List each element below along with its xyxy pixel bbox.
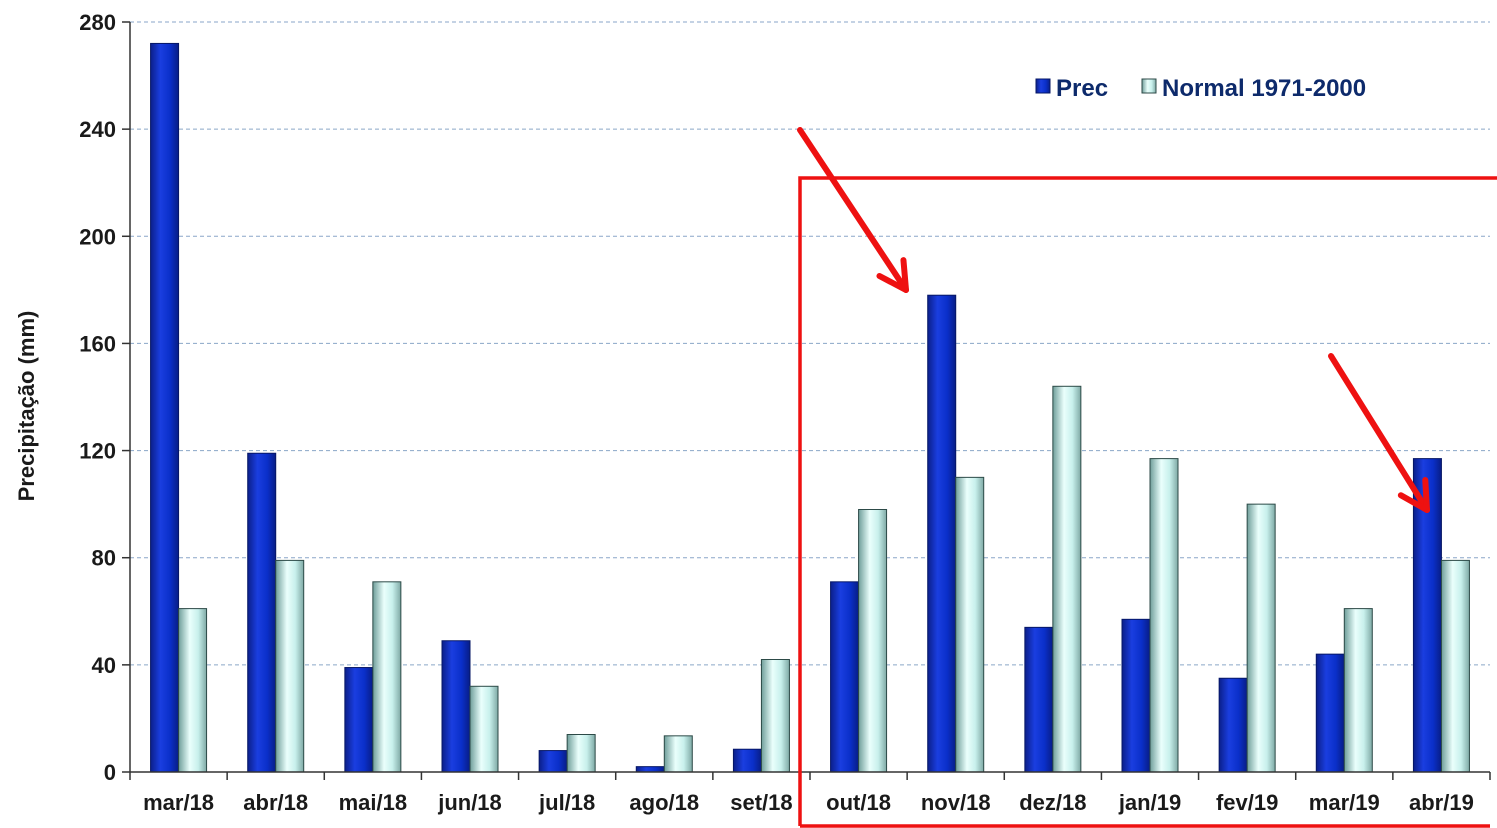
bar-normal bbox=[178, 608, 208, 773]
bar-normal bbox=[1343, 608, 1373, 773]
grid-lines bbox=[130, 21, 1490, 666]
x-tick-labels: mar/18 abr/18 mai/18 jun/18 jul/18 ago/18 set/… bbox=[143, 790, 1474, 815]
highlight-box bbox=[798, 176, 1497, 826]
bar-normal bbox=[1052, 385, 1082, 773]
bar-prec bbox=[247, 452, 277, 773]
y-tick-label: 0 bbox=[104, 760, 116, 785]
y-tick-label: 280 bbox=[79, 10, 116, 35]
legend-swatch-prec bbox=[1035, 78, 1051, 94]
bar-normal bbox=[760, 659, 790, 773]
bar-normal bbox=[372, 581, 402, 773]
bar-prec bbox=[732, 748, 762, 773]
bar-prec bbox=[1218, 677, 1248, 773]
x-tick-label: mar/18 bbox=[143, 790, 214, 815]
bar-prec bbox=[441, 640, 471, 773]
bar-normal bbox=[1246, 503, 1276, 773]
x-tick-label: dez/18 bbox=[1019, 790, 1086, 815]
x-tick-label: mai/18 bbox=[339, 790, 408, 815]
legend-label: Prec bbox=[1056, 75, 1108, 102]
y-tick-labels: 0 40 80 120 160 200 240 280 bbox=[79, 10, 116, 785]
annotations bbox=[797, 127, 1497, 828]
x-tick-label: jul/18 bbox=[538, 790, 595, 815]
bar-normal bbox=[275, 559, 305, 773]
bar-normal bbox=[663, 735, 693, 773]
bar-normal bbox=[955, 476, 985, 773]
bar-normal bbox=[1149, 458, 1179, 773]
arrow-nov18 bbox=[797, 127, 909, 293]
bar-prec bbox=[538, 750, 568, 773]
legend: Prec Normal 1971-2000 bbox=[1035, 75, 1366, 102]
y-tick-label: 80 bbox=[92, 546, 116, 571]
x-tick-label: set/18 bbox=[730, 790, 792, 815]
legend-swatch-normal bbox=[1141, 78, 1157, 94]
bar-prec bbox=[1315, 653, 1345, 773]
y-tick-label: 200 bbox=[79, 224, 116, 249]
x-tick-label: jun/18 bbox=[437, 790, 502, 815]
bar-series bbox=[150, 42, 1470, 773]
bar-normal bbox=[566, 734, 596, 773]
bar-prec bbox=[1024, 626, 1054, 773]
y-tick-label: 120 bbox=[79, 439, 116, 464]
legend-label: Normal 1971-2000 bbox=[1162, 75, 1366, 102]
y-axis-label: Precipitação (mm) bbox=[14, 311, 39, 502]
x-tick-label: abr/19 bbox=[1409, 790, 1474, 815]
x-tick-label: mar/19 bbox=[1309, 790, 1380, 815]
x-tick-label: out/18 bbox=[826, 790, 891, 815]
bar-normal bbox=[858, 509, 888, 773]
bar-prec bbox=[927, 294, 957, 773]
x-tick-label: ago/18 bbox=[629, 790, 699, 815]
bar-prec bbox=[830, 581, 860, 773]
y-tick-label: 240 bbox=[79, 117, 116, 142]
bar-normal bbox=[1440, 559, 1470, 773]
arrow-abr19 bbox=[1328, 353, 1430, 513]
x-tick-label: fev/19 bbox=[1216, 790, 1278, 815]
bar-prec bbox=[1121, 618, 1151, 773]
y-tick-label: 160 bbox=[79, 331, 116, 356]
bar-prec bbox=[150, 42, 180, 773]
bar-normal bbox=[469, 685, 499, 773]
x-tick-label: nov/18 bbox=[921, 790, 991, 815]
x-tick-label: abr/18 bbox=[243, 790, 308, 815]
axes bbox=[122, 21, 1491, 780]
x-tick-label: jan/19 bbox=[1118, 790, 1181, 815]
bar-prec bbox=[635, 766, 665, 773]
y-tick-label: 40 bbox=[92, 653, 116, 678]
bar-prec bbox=[344, 667, 374, 773]
